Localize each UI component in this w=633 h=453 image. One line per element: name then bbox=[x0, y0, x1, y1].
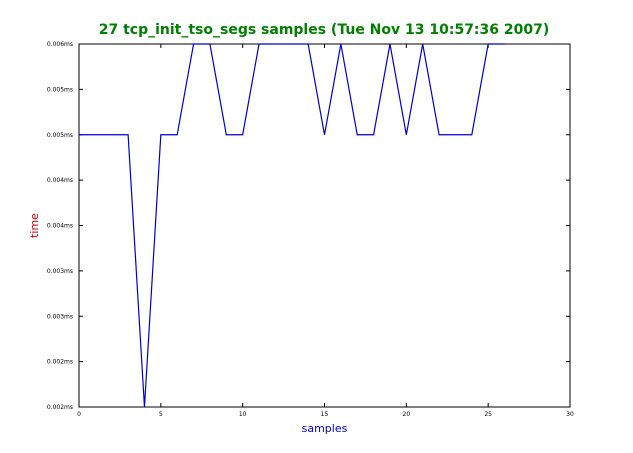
y-axis-label: time bbox=[28, 213, 41, 238]
y-tick-label: 0.002ms bbox=[47, 359, 73, 366]
y-axis: 0.002ms 0.002ms 0.003ms 0.003ms 0.004ms 0.004… bbox=[47, 41, 570, 411]
x-tick-label: 5 bbox=[159, 411, 163, 418]
x-tick-label: 0 bbox=[77, 411, 81, 418]
x-axis-label: samples bbox=[302, 422, 348, 435]
series-line bbox=[79, 43, 505, 408]
y-tick-label: 0.006ms bbox=[47, 41, 73, 48]
y-tick-label: 0.003ms bbox=[47, 268, 73, 275]
y-tick-label: 0.003ms bbox=[47, 313, 73, 320]
y-tick-label: 0.002ms bbox=[47, 404, 73, 411]
y-tick-label: 0.005ms bbox=[47, 86, 73, 93]
x-tick-label: 30 bbox=[566, 411, 574, 418]
y-tick-label: 0.004ms bbox=[47, 223, 73, 230]
x-tick-label: 15 bbox=[321, 411, 329, 418]
plot-area bbox=[78, 43, 571, 408]
chart-title: 27 tcp_init_tso_segs samples (Tue Nov 13… bbox=[99, 22, 550, 38]
x-axis: 0 5 10 15 20 25 30 bbox=[77, 44, 574, 418]
y-tick-label: 0.005ms bbox=[47, 132, 73, 139]
y-tick-label: 0.004ms bbox=[47, 177, 73, 184]
x-tick-label: 25 bbox=[484, 411, 492, 418]
x-tick-label: 10 bbox=[239, 411, 247, 418]
x-tick-label: 20 bbox=[403, 411, 411, 418]
